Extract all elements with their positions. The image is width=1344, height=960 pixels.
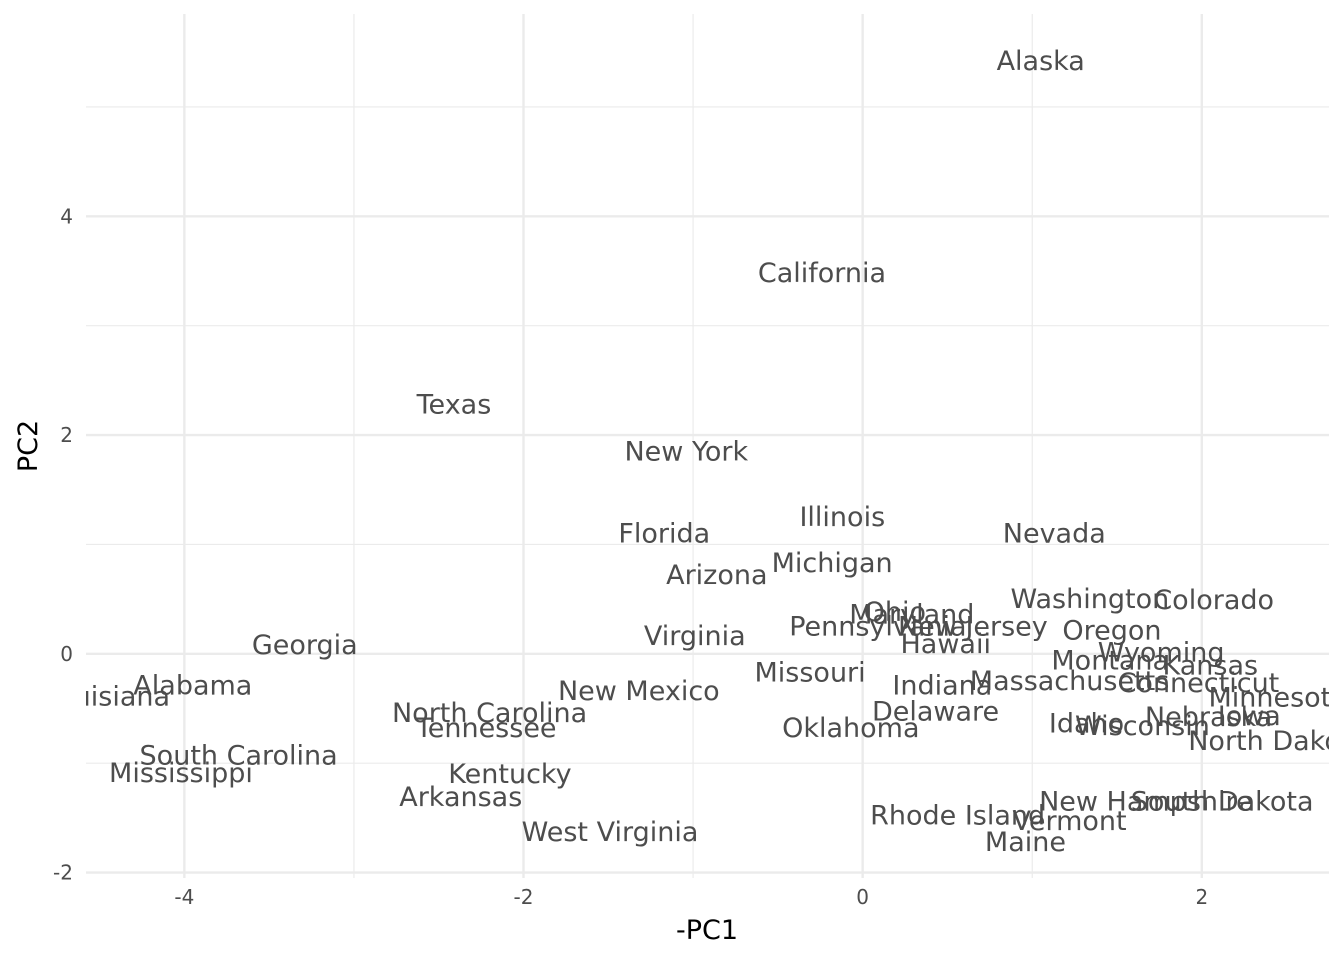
point-label: New Mexico [558, 676, 720, 707]
point-label: Colorado [1153, 585, 1274, 616]
major-gridlines [86, 14, 1329, 878]
point-label: Iowa [1218, 701, 1281, 732]
point-label: Tennessee [415, 713, 557, 744]
point-label: Oklahoma [782, 713, 919, 744]
x-tick-label: -2 [514, 885, 534, 909]
point-label: Michigan [772, 548, 893, 579]
point-label: Maine [985, 827, 1066, 858]
y-axis-title: PC2 [13, 420, 44, 472]
point-label: Montana [1051, 645, 1169, 676]
x-axis-tick-labels: -4 -2 0 2 [174, 885, 1208, 909]
point-label: Delaware [872, 697, 999, 728]
point-label: Minnesota [1208, 682, 1344, 713]
y-tick-label: -2 [53, 861, 73, 885]
point-label: Maryland [849, 599, 974, 630]
point-label: Illinois [799, 502, 885, 533]
point-label: Kentucky [448, 759, 571, 790]
point-label: Louisiana [43, 681, 170, 712]
point-label: Arkansas [399, 782, 522, 813]
point-label: Alabama [133, 670, 252, 701]
x-axis-title: -PC1 [676, 915, 738, 946]
point-label: New Jersey [898, 611, 1048, 642]
point-label: Rhode Island [870, 801, 1045, 832]
y-tick-label: 0 [60, 642, 73, 666]
minor-gridlines [86, 14, 1329, 878]
x-tick-label: 2 [1195, 885, 1208, 909]
point-label: North Carolina [392, 698, 587, 729]
point-label: Alaska [997, 46, 1085, 77]
point-label: Oregon [1062, 616, 1161, 647]
point-label: Virginia [644, 621, 746, 652]
point-label: Nevada [1003, 518, 1106, 549]
point-label: Idaho [1049, 709, 1124, 740]
point-label: Hawaii [901, 629, 991, 660]
point-label: Arizona [666, 560, 767, 591]
point-label: Kansas [1163, 651, 1259, 682]
point-label: South Dakota [1131, 786, 1314, 817]
point-label: Indiana [892, 670, 992, 701]
y-tick-label: 2 [60, 423, 73, 447]
point-label: Vermont [1012, 806, 1126, 837]
point-label: West Virginia [522, 817, 699, 848]
y-axis-tick-labels: -2 0 2 4 [53, 204, 73, 884]
x-tick-label: 0 [856, 885, 869, 909]
point-label: Wisconsin [1075, 711, 1210, 742]
point-label: Washington [1011, 584, 1170, 615]
point-label: Florida [618, 518, 710, 549]
y-tick-label: 4 [60, 204, 73, 228]
point-label: Texas [416, 389, 492, 420]
point-label: Georgia [252, 630, 358, 661]
point-label: North Dakota [1188, 726, 1344, 757]
point-label: Missouri [755, 657, 866, 688]
point-label: Wyoming [1098, 638, 1225, 669]
point-label: Ohio [864, 597, 926, 628]
point-label: New York [624, 436, 748, 467]
point-label: Massachusetts [970, 666, 1170, 697]
point-label: California [758, 258, 886, 289]
point-label: Connecticut [1118, 668, 1280, 699]
point-label: Nebraska [1145, 702, 1272, 733]
point-label: New Hampshire [1039, 786, 1253, 817]
point-label: Mississippi [109, 758, 253, 789]
point-label: South Carolina [140, 740, 338, 771]
x-tick-label: -4 [174, 885, 194, 909]
point-label: Pennsylvania [789, 611, 966, 642]
state-labels: Alaska California Texas New York Illinois Nev… [43, 46, 1344, 858]
